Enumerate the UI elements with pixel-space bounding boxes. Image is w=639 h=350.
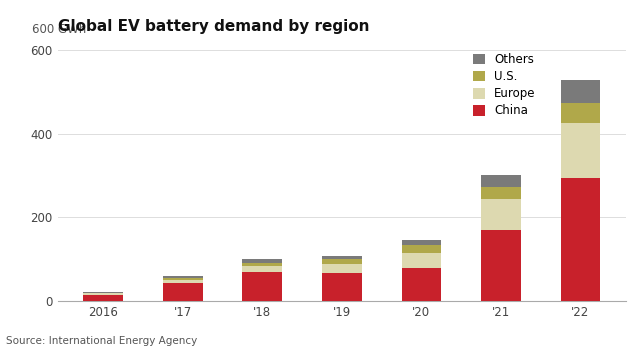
Bar <box>401 268 442 301</box>
Bar <box>401 253 442 268</box>
Bar <box>83 294 123 295</box>
Bar <box>560 79 601 103</box>
Text: 600 GWh: 600 GWh <box>32 23 86 36</box>
Bar <box>242 259 282 262</box>
Bar <box>322 273 362 301</box>
Bar <box>83 293 123 294</box>
Bar <box>560 103 601 124</box>
Bar <box>481 175 521 187</box>
Bar <box>163 280 203 284</box>
Bar <box>163 276 203 278</box>
Legend: Others, U.S., Europe, China: Others, U.S., Europe, China <box>473 53 535 118</box>
Bar <box>322 264 362 273</box>
Bar <box>560 178 601 301</box>
Bar <box>83 292 123 293</box>
Bar <box>322 256 362 259</box>
Bar <box>401 240 442 245</box>
Bar <box>242 262 282 266</box>
Bar <box>481 199 521 230</box>
Bar <box>242 266 282 272</box>
Bar <box>481 187 521 199</box>
Bar <box>401 245 442 253</box>
Bar <box>163 284 203 301</box>
Bar <box>83 295 123 301</box>
Text: Global EV battery demand by region: Global EV battery demand by region <box>58 19 369 34</box>
Bar <box>560 124 601 178</box>
Text: Source: International Energy Agency: Source: International Energy Agency <box>6 336 197 346</box>
Bar <box>242 272 282 301</box>
Bar <box>163 278 203 280</box>
Bar <box>481 230 521 301</box>
Bar <box>322 259 362 264</box>
